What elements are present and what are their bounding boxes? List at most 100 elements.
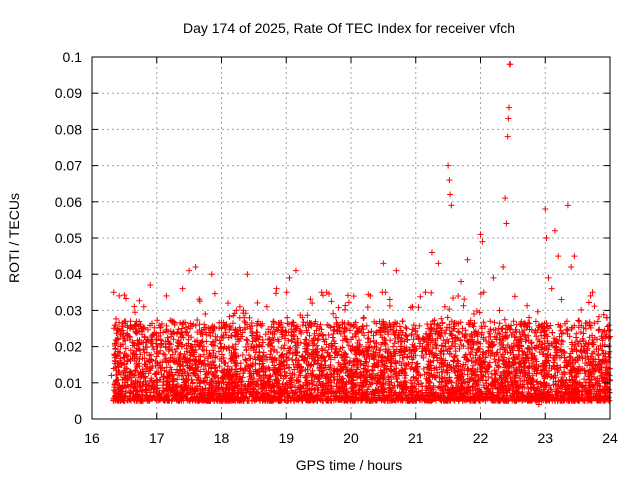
data-point [218,325,225,332]
data-point [144,358,151,365]
data-point [399,318,406,325]
data-point [393,267,400,274]
y-tick-label: 0 [74,411,82,427]
data-point [169,318,176,325]
data-point [425,358,432,365]
dense-points [110,289,613,404]
data-point [490,274,497,281]
x-tick-label: 22 [473,430,489,446]
data-point [448,202,455,209]
data-point [309,300,316,307]
data-point [254,390,261,397]
data-point [438,368,445,375]
data-point [390,343,397,350]
data-point [480,289,487,296]
data-points [108,61,613,408]
data-point [283,372,290,379]
data-point [247,376,254,383]
data-point [228,358,235,365]
data-point [377,376,384,383]
data-point [581,376,588,383]
data-point [406,347,413,354]
data-point [509,347,516,354]
data-point [150,379,157,386]
data-point [584,347,591,354]
data-point [403,379,410,386]
data-point [215,379,222,386]
data-point [477,231,484,238]
data-point [302,379,309,386]
data-point [568,263,575,270]
data-point [483,365,490,372]
data-point [516,329,523,336]
data-point [386,296,393,303]
data-point [504,133,511,140]
data-point [315,387,322,394]
data-point [502,195,509,202]
data-point [312,358,319,365]
data-point [561,354,568,361]
data-point [526,314,533,321]
data-point [292,267,299,274]
data-point [250,347,257,354]
data-point [173,383,180,390]
x-tick-label: 24 [602,430,618,446]
x-tick-label: 20 [343,430,359,446]
data-point [594,336,601,343]
data-point [267,354,274,361]
data-point [603,314,610,321]
data-point [202,311,209,318]
y-tick-label: 0.05 [55,230,82,246]
data-point [241,314,248,321]
data-point [451,325,458,332]
data-point [351,361,358,368]
data-point [189,365,196,372]
data-point [422,289,429,296]
x-tick-label: 23 [537,430,553,446]
data-point [260,368,267,375]
data-point [505,115,512,122]
data-point [432,339,439,346]
data-point [415,336,422,343]
y-tick-label: 0.07 [55,158,82,174]
data-point [257,321,264,328]
data-point [205,368,212,375]
y-axis-label: ROTI / TECUs [6,193,22,283]
data-point [273,285,280,292]
y-tick-label: 0.09 [55,85,82,101]
data-point [318,365,325,372]
data-point [276,361,283,368]
data-point [445,162,452,169]
data-point [467,376,474,383]
y-tick-label: 0.06 [55,194,82,210]
data-point [597,383,604,390]
data-point [479,238,486,245]
data-point [176,361,183,368]
data-point [428,249,435,256]
data-point [529,376,536,383]
data-point [600,350,607,357]
data-point [186,267,193,274]
x-tick-label: 17 [149,430,165,446]
data-point [192,263,199,270]
data-point [338,383,345,390]
data-point [577,329,584,336]
y-tick-label: 0.02 [55,339,82,355]
data-point [505,104,512,111]
data-point [574,368,581,375]
data-point [542,206,549,213]
x-tick-label: 21 [408,430,424,446]
data-point [140,303,147,310]
data-point [564,202,571,209]
data-point [383,358,390,365]
data-point [231,383,238,390]
data-point [370,350,377,357]
data-point [328,390,335,397]
data-point [348,394,354,401]
data-point [156,394,163,401]
data-point [286,274,293,281]
data-point [555,253,562,260]
data-point [195,343,202,350]
chart-title: Day 174 of 2025, Rate Of TEC Index for r… [183,20,515,36]
data-point [208,271,215,278]
